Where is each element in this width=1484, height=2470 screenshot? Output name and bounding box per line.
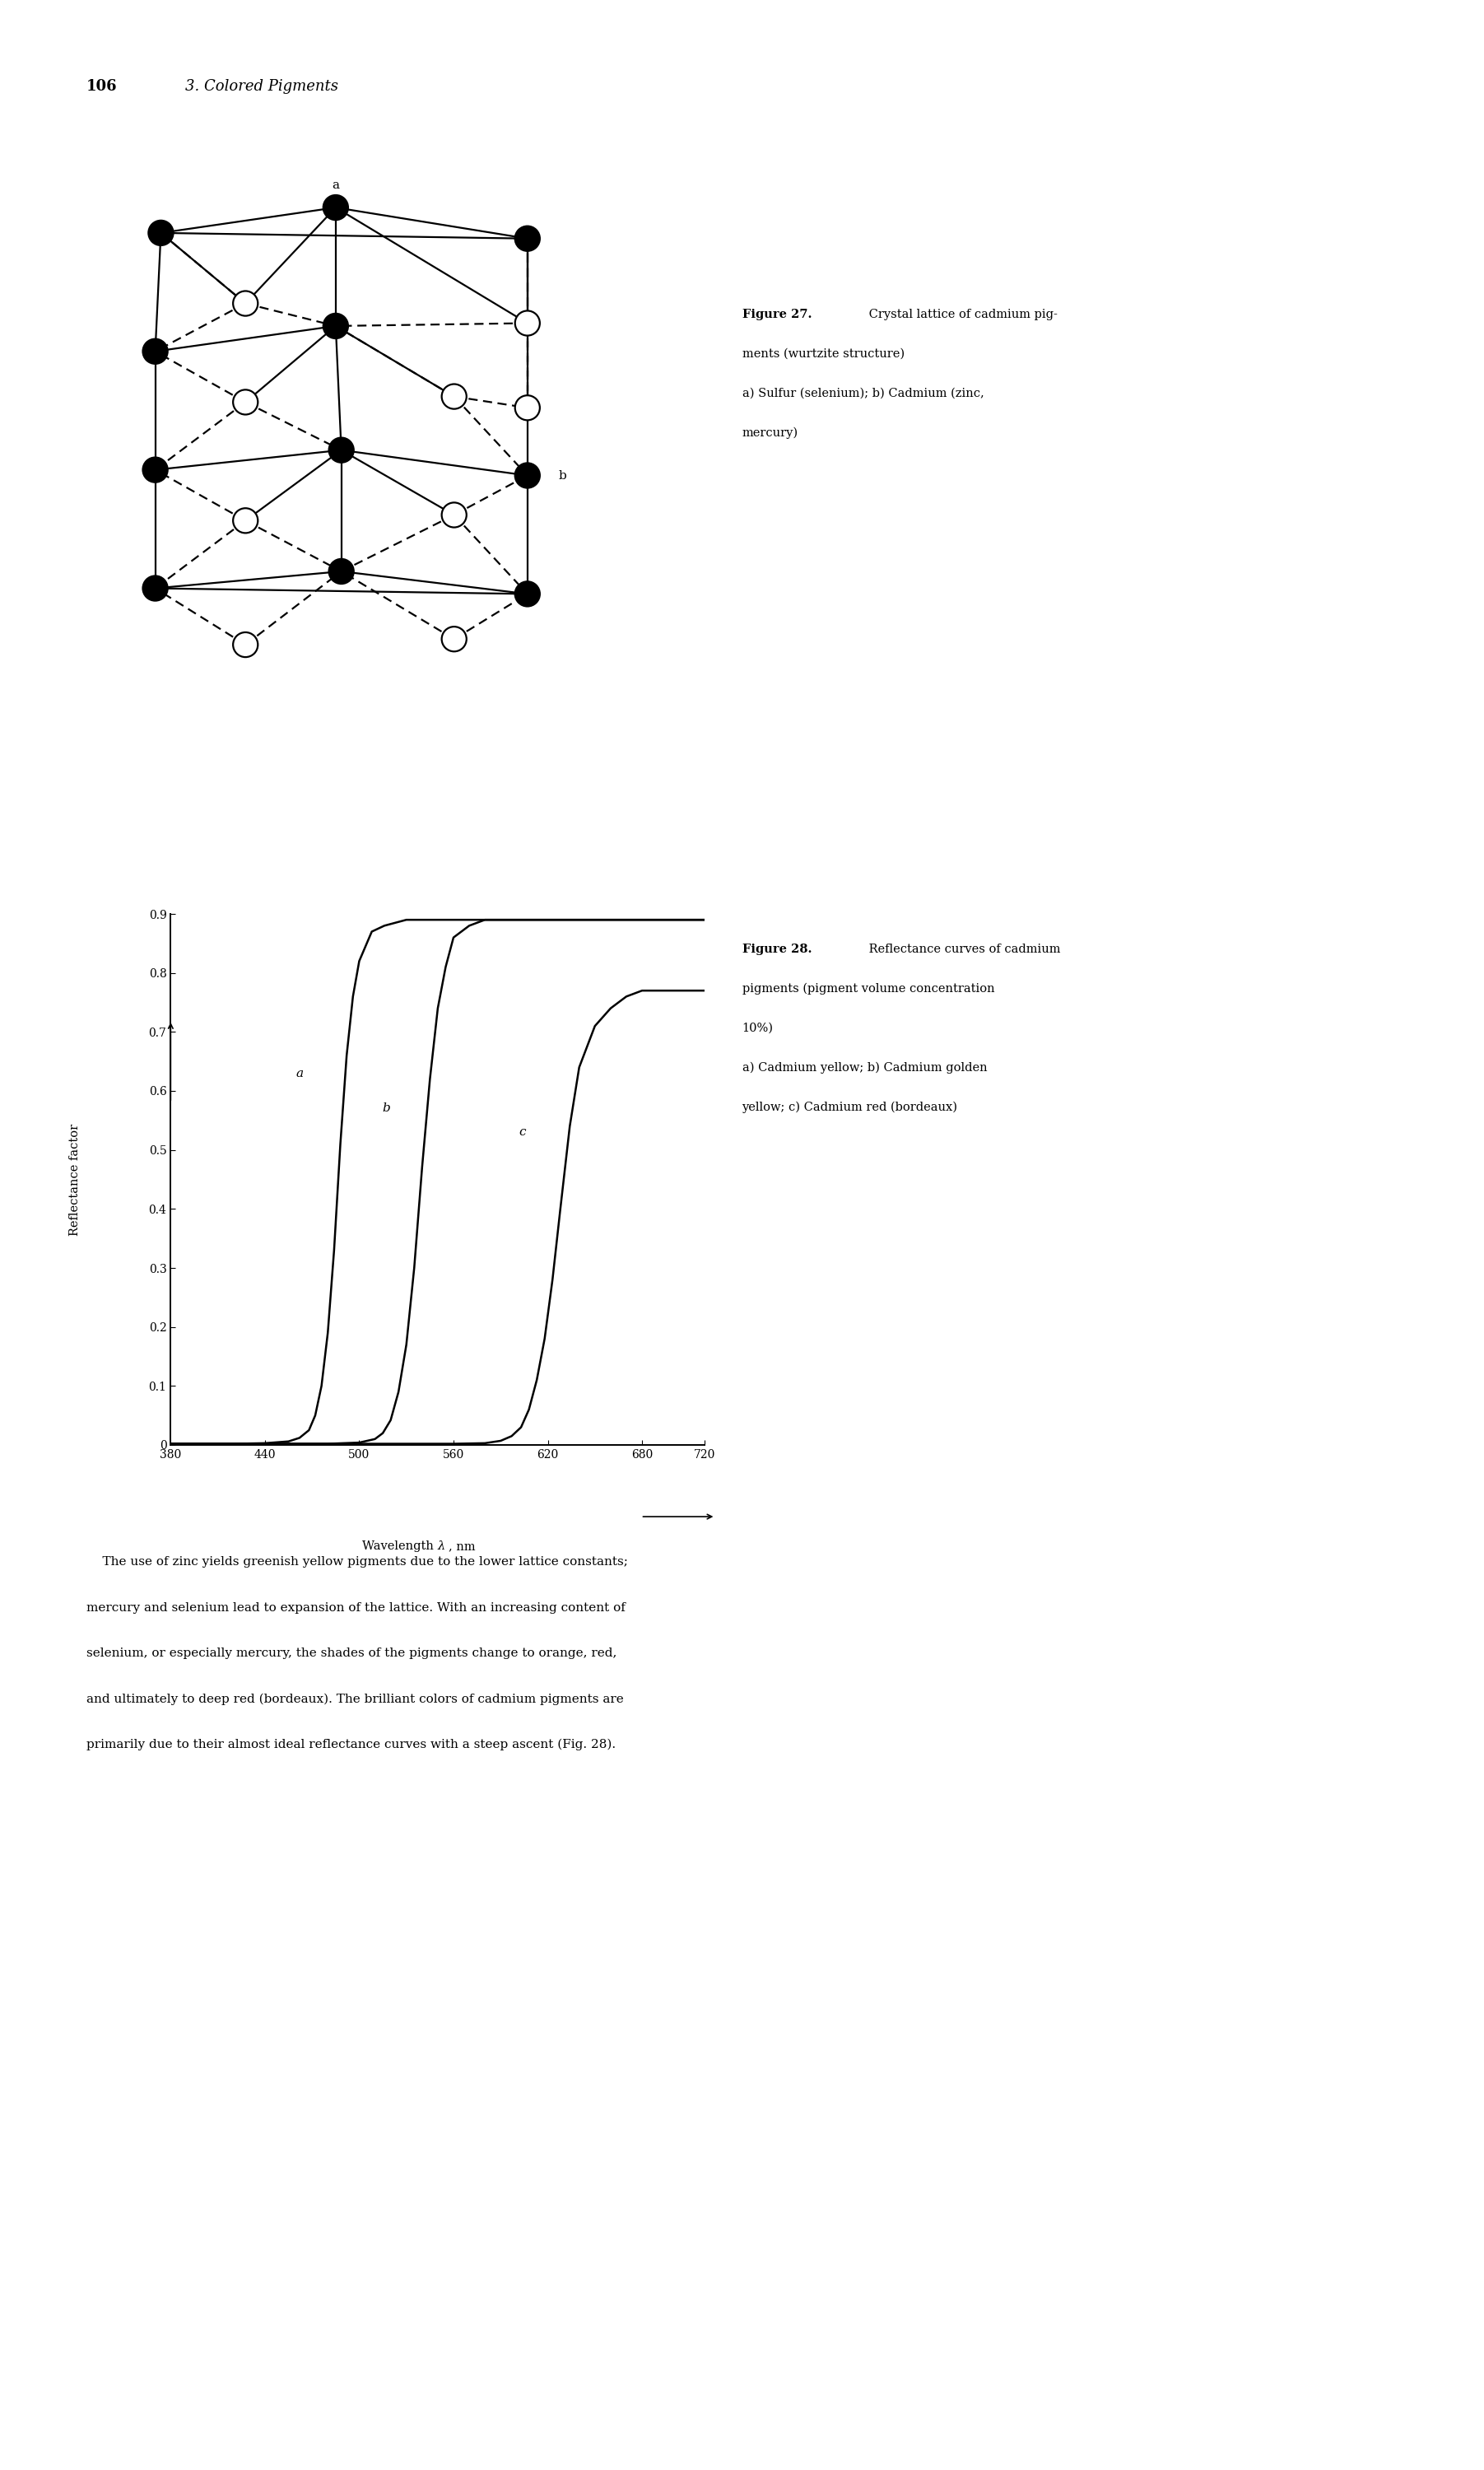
Circle shape bbox=[329, 437, 353, 462]
Circle shape bbox=[515, 580, 540, 605]
Text: yellow; c) Cadmium red (bordeaux): yellow; c) Cadmium red (bordeaux) bbox=[742, 1102, 957, 1114]
Circle shape bbox=[324, 195, 349, 220]
Text: 10%): 10%) bbox=[742, 1023, 773, 1035]
Text: ments (wurtzite structure): ments (wurtzite structure) bbox=[742, 348, 904, 361]
Text: Wavelength: Wavelength bbox=[362, 1541, 438, 1551]
Text: 106: 106 bbox=[86, 79, 117, 94]
Text: Reflectance factor: Reflectance factor bbox=[68, 1124, 80, 1235]
Text: a) Sulfur (selenium); b) Cadmium (zinc,: a) Sulfur (selenium); b) Cadmium (zinc, bbox=[742, 388, 984, 400]
Circle shape bbox=[233, 509, 258, 534]
Text: Figure 27.: Figure 27. bbox=[742, 309, 812, 321]
Text: , nm: , nm bbox=[448, 1541, 475, 1551]
Text: mercury and selenium lead to expansion of the lattice. With an increasing conten: mercury and selenium lead to expansion o… bbox=[86, 1603, 625, 1613]
Text: a: a bbox=[332, 180, 340, 190]
Circle shape bbox=[515, 311, 540, 336]
Circle shape bbox=[515, 395, 540, 420]
Text: Reflectance curves of cadmium: Reflectance curves of cadmium bbox=[865, 944, 1061, 956]
Circle shape bbox=[324, 314, 349, 338]
Text: The use of zinc yields greenish yellow pigments due to the lower lattice constan: The use of zinc yields greenish yellow p… bbox=[86, 1556, 628, 1568]
Text: selenium, or especially mercury, the shades of the pigments change to orange, re: selenium, or especially mercury, the sha… bbox=[86, 1647, 616, 1660]
Circle shape bbox=[442, 501, 466, 529]
Text: primarily due to their almost ideal reflectance curves with a steep ascent (Fig.: primarily due to their almost ideal refl… bbox=[86, 1739, 616, 1751]
Text: c: c bbox=[519, 1126, 527, 1139]
Text: and ultimately to deep red (bordeaux). The brilliant colors of cadmium pigments : and ultimately to deep red (bordeaux). T… bbox=[86, 1694, 623, 1704]
Text: pigments (pigment volume concentration: pigments (pigment volume concentration bbox=[742, 983, 994, 995]
Circle shape bbox=[515, 227, 540, 252]
Circle shape bbox=[442, 385, 466, 410]
Circle shape bbox=[142, 457, 168, 482]
Text: λ: λ bbox=[438, 1541, 445, 1551]
Text: mercury): mercury) bbox=[742, 427, 798, 440]
Circle shape bbox=[233, 632, 258, 657]
Circle shape bbox=[329, 558, 353, 583]
Text: Figure 28.: Figure 28. bbox=[742, 944, 812, 956]
Text: Crystal lattice of cadmium pig-: Crystal lattice of cadmium pig- bbox=[865, 309, 1058, 321]
Circle shape bbox=[515, 462, 540, 489]
Text: a) Cadmium yellow; b) Cadmium golden: a) Cadmium yellow; b) Cadmium golden bbox=[742, 1062, 987, 1074]
Circle shape bbox=[142, 576, 168, 600]
Text: 3. Colored Pigments: 3. Colored Pigments bbox=[186, 79, 338, 94]
Circle shape bbox=[233, 390, 258, 415]
Text: b: b bbox=[381, 1102, 390, 1114]
Text: a: a bbox=[295, 1067, 303, 1079]
Circle shape bbox=[442, 627, 466, 652]
Text: b: b bbox=[558, 469, 567, 482]
Circle shape bbox=[148, 220, 174, 245]
Circle shape bbox=[142, 338, 168, 363]
Circle shape bbox=[233, 291, 258, 316]
